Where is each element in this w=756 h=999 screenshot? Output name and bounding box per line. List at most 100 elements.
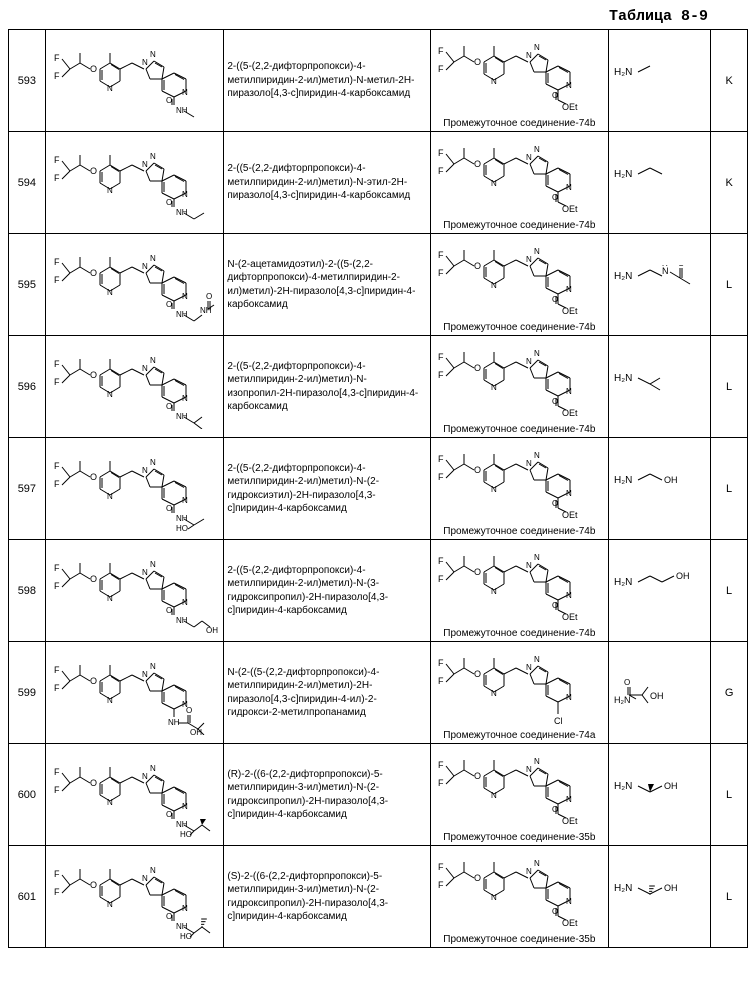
compound-id: 594 [9, 132, 46, 234]
table-row: 601FFONNNNONHHO(S)-2-((6-(2,2-дифторпроп… [9, 846, 748, 948]
svg-text:N: N [142, 568, 148, 577]
svg-text:N: N [566, 693, 572, 702]
svg-text:F: F [54, 563, 60, 573]
svg-text:N: N [526, 153, 532, 162]
svg-text:N: N [107, 288, 113, 297]
svg-text:N: N [150, 50, 156, 59]
intermediate-structure: FFONNNNOOEtПромежуточное соединение-35b [430, 846, 609, 948]
compound-id: 593 [9, 30, 46, 132]
compound-name: 2-((5-(2,2-дифторпропокси)-4-метилпириди… [224, 540, 430, 642]
amine-reagent: H₂NOH [609, 846, 711, 948]
svg-text:H₂N: H₂N [614, 781, 632, 792]
method-letter: G [711, 642, 748, 744]
svg-text:F: F [54, 173, 60, 183]
svg-text:N: N [182, 598, 188, 607]
compound-name: N-(2-ацетамидоэтил)-2-((5-(2,2-дифторпро… [224, 234, 430, 336]
svg-text:N: N [491, 77, 497, 86]
svg-text:F: F [438, 658, 444, 668]
product-structure: FFONNNNONHHO [45, 846, 224, 948]
table-row: 597FFONNNNONHHO2-((5-(2,2-дифторпропокси… [9, 438, 748, 540]
table-row: 599FFONNNNNHOOHN-(2-((5-(2,2-дифторпропо… [9, 642, 748, 744]
method-letter: L [711, 234, 748, 336]
svg-text:F: F [438, 64, 444, 74]
svg-text:N: N [142, 466, 148, 475]
svg-text:O: O [166, 504, 172, 513]
intermediate-caption: Промежуточное соединение-35b [434, 934, 606, 945]
method-letter: K [711, 30, 748, 132]
svg-text:O: O [552, 499, 558, 508]
svg-text:N: N [526, 459, 532, 468]
product-structure: FFONNNNONHHO [45, 438, 224, 540]
svg-text:N: N [107, 594, 113, 603]
svg-text:O: O [474, 465, 481, 475]
svg-text:F: F [54, 53, 60, 63]
svg-text:NH: NH [176, 412, 188, 421]
svg-text:O: O [552, 295, 558, 304]
svg-text:N: N [142, 58, 148, 67]
svg-text:NH: NH [176, 208, 188, 217]
svg-text:O: O [90, 64, 97, 74]
svg-text:N: N [534, 553, 540, 562]
svg-text:N: N [534, 349, 540, 358]
method-letter: L [711, 540, 748, 642]
table-row: 595FFONNNNONHNHON-(2-ацетамидоэтил)-2-((… [9, 234, 748, 336]
svg-text:N: N [142, 262, 148, 271]
svg-text:F: F [54, 359, 60, 369]
svg-text:N: N [566, 591, 572, 600]
intermediate-caption: Промежуточное соединение-74b [434, 628, 606, 639]
svg-text:F: F [54, 461, 60, 471]
svg-text:O: O [474, 261, 481, 271]
svg-text:O: O [90, 472, 97, 482]
svg-text:N: N [150, 560, 156, 569]
svg-text:N: N [182, 394, 188, 403]
compound-name: 2-((5-(2,2-дифторпропокси)-4-метилпириди… [224, 132, 430, 234]
intermediate-caption: Промежуточное соединение-74b [434, 220, 606, 231]
svg-text:N: N [107, 84, 113, 93]
svg-text:O: O [552, 91, 558, 100]
svg-text:H₂N: H₂N [614, 577, 632, 588]
svg-text:O: O [90, 778, 97, 788]
svg-text:F: F [54, 155, 60, 165]
svg-text:N: N [142, 874, 148, 883]
svg-text:N: N [150, 356, 156, 365]
svg-text:O: O [552, 805, 558, 814]
svg-text:OH: OH [664, 781, 678, 791]
svg-text:OH: OH [664, 883, 678, 893]
svg-text:F: F [54, 479, 60, 489]
svg-text:F: F [438, 778, 444, 788]
svg-text:O: O [166, 402, 172, 411]
svg-text:N: N [534, 757, 540, 766]
table-row: 596FFONNNNONH2-((5-(2,2-дифторпропокси)-… [9, 336, 748, 438]
svg-text:F: F [54, 257, 60, 267]
svg-text:H₂N: H₂N [614, 695, 631, 705]
svg-text:NH: NH [176, 106, 188, 115]
svg-text:N: N [182, 88, 188, 97]
svg-text:NH: NH [176, 514, 188, 523]
svg-text:N: N [142, 772, 148, 781]
amine-reagent: H₂N [609, 30, 711, 132]
product-structure: FFONNNNONH [45, 30, 224, 132]
svg-text:N: N [491, 179, 497, 188]
table-row: 600FFONNNNONHHO(R)-2-((6-(2,2-дифторпроп… [9, 744, 748, 846]
svg-text:F: F [54, 869, 60, 879]
svg-text:NH: NH [176, 922, 188, 931]
svg-text:N: N [142, 670, 148, 679]
svg-text:O: O [90, 370, 97, 380]
svg-text:N: N [526, 51, 532, 60]
compound-table: 593FFONNNNONH2-((5-(2,2-дифторпропокси)-… [8, 29, 748, 948]
svg-text:O: O [166, 606, 172, 615]
svg-text:O: O [90, 880, 97, 890]
svg-text:N: N [566, 795, 572, 804]
svg-text:NH: NH [176, 310, 188, 319]
svg-text:N: N [107, 798, 113, 807]
svg-text:O: O [474, 363, 481, 373]
amine-reagent: H₂N [609, 132, 711, 234]
svg-text:O: O [166, 810, 172, 819]
amine-reagent: H₂N [609, 336, 711, 438]
svg-text:N: N [182, 496, 188, 505]
svg-text:N: N [566, 183, 572, 192]
svg-text:O: O [186, 706, 192, 715]
svg-text:F: F [438, 880, 444, 890]
svg-text:O: O [474, 873, 481, 883]
amine-reagent: H₂N OH [609, 744, 711, 846]
